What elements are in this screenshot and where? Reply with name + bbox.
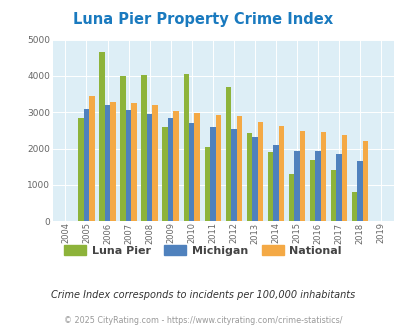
Bar (194, 113, 199, 221)
Bar (267, 152, 273, 221)
Bar (351, 192, 356, 221)
Bar (110, 102, 115, 221)
Bar (356, 161, 362, 221)
Bar (294, 151, 299, 221)
Bar (257, 122, 262, 221)
Bar (225, 87, 230, 221)
Bar (320, 132, 326, 221)
Bar (204, 147, 209, 221)
Bar (126, 110, 131, 221)
Bar (315, 151, 320, 221)
Bar (78, 117, 83, 221)
Bar (246, 133, 252, 221)
Bar (89, 96, 94, 221)
Bar (278, 126, 284, 221)
Bar (309, 160, 315, 221)
Bar (362, 141, 367, 221)
Bar (120, 76, 126, 221)
Bar (147, 114, 152, 221)
Bar (341, 135, 346, 221)
Bar (288, 174, 294, 221)
Bar (183, 74, 188, 221)
Bar (188, 123, 194, 221)
Bar (230, 129, 236, 221)
Bar (104, 105, 110, 221)
Bar (152, 105, 158, 221)
Bar (252, 137, 257, 221)
Bar (131, 103, 136, 221)
Bar (99, 52, 104, 221)
Bar (330, 170, 335, 221)
Bar (273, 145, 278, 221)
Text: Crime Index corresponds to incidents per 100,000 inhabitants: Crime Index corresponds to incidents per… (51, 290, 354, 300)
Bar (209, 127, 215, 221)
Text: © 2025 CityRating.com - https://www.cityrating.com/crime-statistics/: © 2025 CityRating.com - https://www.city… (64, 315, 341, 325)
Bar (83, 109, 89, 221)
Text: Luna Pier Property Crime Index: Luna Pier Property Crime Index (73, 12, 332, 26)
Bar (162, 127, 168, 221)
Bar (236, 116, 241, 221)
Bar (215, 115, 220, 221)
Bar (173, 111, 179, 221)
Bar (299, 131, 305, 221)
Bar (168, 118, 173, 221)
Legend: Luna Pier, Michigan, National: Luna Pier, Michigan, National (60, 241, 345, 260)
Bar (141, 75, 147, 221)
Bar (335, 154, 341, 221)
